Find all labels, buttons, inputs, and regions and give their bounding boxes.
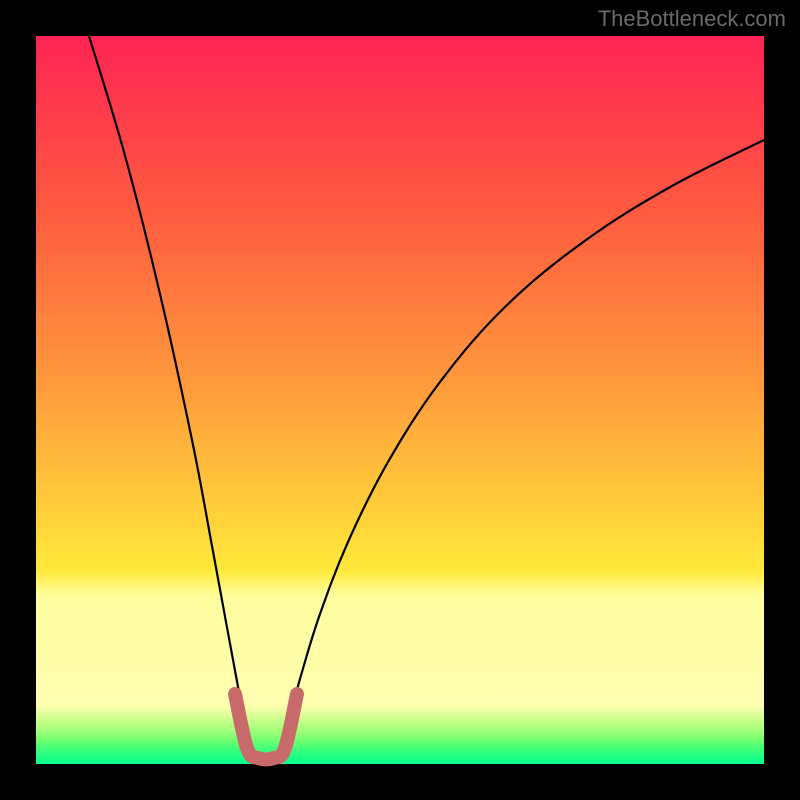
chart-plot-area	[36, 36, 764, 764]
watermark-text: TheBottleneck.com	[598, 6, 786, 32]
bottom-marker	[235, 694, 297, 759]
bottleneck-curve	[84, 20, 764, 730]
chart-svg	[36, 36, 764, 764]
